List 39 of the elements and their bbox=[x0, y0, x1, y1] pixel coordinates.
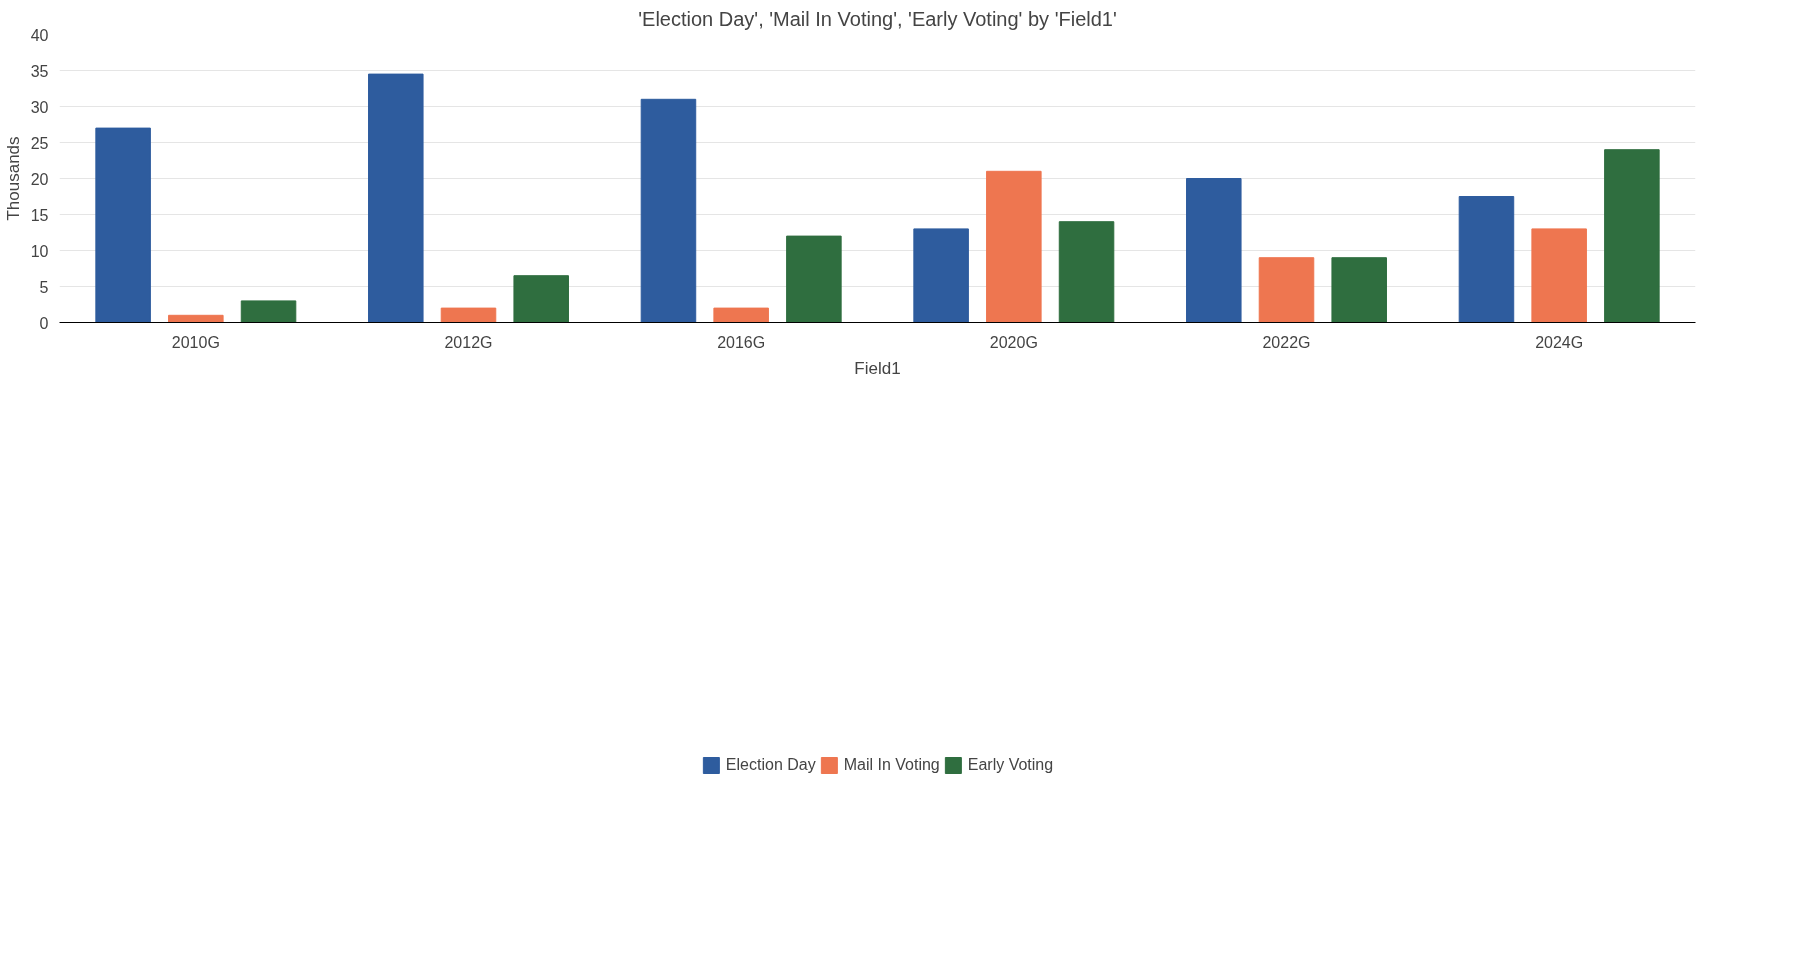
bar bbox=[786, 235, 842, 323]
bar bbox=[1258, 257, 1315, 323]
bar bbox=[913, 228, 969, 323]
bar bbox=[513, 275, 569, 323]
legend-label: Mail In Voting bbox=[843, 756, 940, 774]
bar bbox=[168, 314, 224, 323]
legend-label: Election Day bbox=[725, 756, 816, 774]
y-tick-label: 40 bbox=[30, 26, 49, 44]
bar bbox=[713, 307, 769, 323]
x-tick-label: 2016G bbox=[717, 333, 766, 351]
bar bbox=[986, 170, 1042, 323]
bar bbox=[1458, 196, 1515, 323]
y-tick-label: 30 bbox=[30, 98, 49, 116]
bar bbox=[368, 73, 424, 323]
y-axis-title: Thousands bbox=[3, 136, 23, 221]
x-tick-label: 2012G bbox=[444, 333, 493, 351]
y-tick-label: 20 bbox=[30, 170, 49, 188]
y-tick-label: 0 bbox=[39, 314, 49, 332]
bar bbox=[1604, 149, 1660, 323]
x-axis-title: Field1 bbox=[854, 358, 901, 378]
bar bbox=[240, 300, 297, 323]
x-tick-label: 2020G bbox=[989, 333, 1038, 351]
bar bbox=[1186, 178, 1242, 323]
chart-title: 'Election Day', 'Mail In Voting', 'Early Voting' by 'Field1' bbox=[638, 7, 1117, 30]
bar bbox=[1531, 228, 1587, 323]
y-tick-label: 15 bbox=[30, 206, 49, 224]
bar bbox=[1331, 257, 1387, 323]
bar bbox=[640, 98, 697, 323]
bar bbox=[1058, 221, 1115, 323]
y-tick-label: 5 bbox=[39, 278, 49, 296]
x-tick-label: 2024G bbox=[1535, 333, 1584, 351]
y-tick-label: 10 bbox=[30, 242, 49, 260]
x-tick-label: 2022G bbox=[1262, 333, 1311, 351]
legend-label: Early Voting bbox=[967, 756, 1054, 774]
y-tick-label: 25 bbox=[30, 134, 49, 152]
x-tick-label: 2010G bbox=[171, 333, 220, 351]
bar bbox=[95, 127, 151, 323]
y-tick-label: 35 bbox=[30, 62, 49, 80]
bar bbox=[440, 307, 497, 323]
